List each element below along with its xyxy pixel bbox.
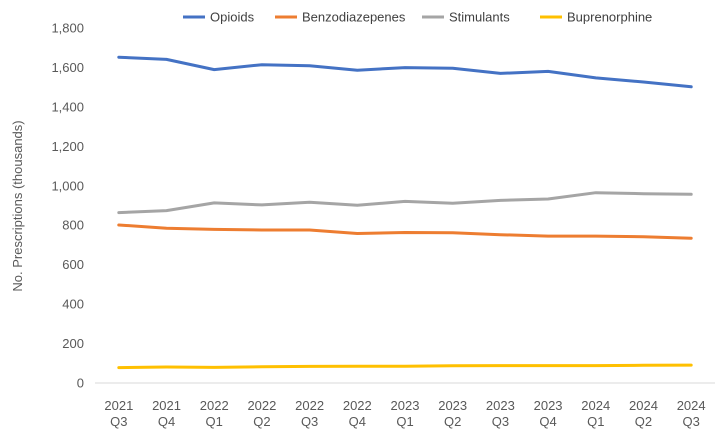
x-tick-label: 2023 Q1: [391, 398, 420, 429]
y-axis-ticks: 0 200 400 600 800 1,000 1,200 1,400 1,600 1,800: [51, 21, 84, 391]
y-tick-label: 200: [62, 336, 84, 351]
y-tick-label: 1,200: [51, 139, 84, 154]
x-tick-label: 2023 Q3: [486, 398, 515, 429]
series-line-stimulants: [117, 191, 693, 215]
x-tick-label: 2023 Q4: [534, 398, 563, 429]
series-line-benzodiazepenes: [117, 223, 693, 240]
y-axis-title: No. Prescriptions (thousands): [10, 120, 25, 291]
legend: Opioids Benzodiazepenes Stimulants Buprenor…: [183, 10, 652, 25]
x-tick-label: 2024 Q1: [581, 398, 610, 429]
y-tick-label: 400: [62, 297, 84, 312]
x-tick-label: 2024 Q2: [629, 398, 658, 429]
x-tick-label: 2021 Q3: [104, 398, 133, 429]
y-tick-label: 1,000: [51, 178, 84, 193]
y-tick-label: 1,600: [51, 60, 84, 75]
x-tick-label: 2022 Q3: [295, 398, 324, 429]
y-tick-label: 0: [77, 376, 84, 391]
y-tick-label: 600: [62, 257, 84, 272]
series-line-opioids: [117, 55, 693, 89]
x-axis-ticks: 2021 Q3 2021 Q4 2022 Q1 2022 Q2 2022 Q3 2022 Q4 2023…: [104, 398, 705, 429]
y-tick-label: 1,800: [51, 21, 84, 36]
x-tick-label: 2021 Q4: [152, 398, 181, 429]
x-tick-label: 2022 Q2: [247, 398, 276, 429]
legend-label: Benzodiazepenes: [302, 10, 406, 25]
legend-label: Buprenorphine: [567, 10, 652, 25]
x-tick-label: 2022 Q1: [200, 398, 229, 429]
x-tick-label: 2023 Q2: [438, 398, 467, 429]
series-line-buprenorphine: [117, 363, 693, 370]
legend-label: Stimulants: [449, 10, 510, 25]
y-tick-label: 800: [62, 218, 84, 233]
legend-label: Opioids: [210, 10, 255, 25]
y-tick-label: 1,400: [51, 99, 84, 114]
x-tick-label: 2024 Q3: [677, 398, 706, 429]
series-lines: [117, 55, 693, 370]
x-tick-label: 2022 Q4: [343, 398, 372, 429]
